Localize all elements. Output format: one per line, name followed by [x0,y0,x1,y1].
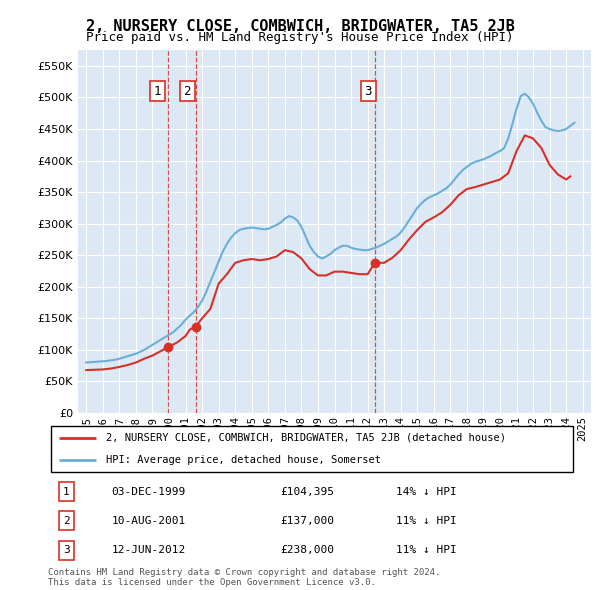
Text: 3: 3 [63,545,70,555]
Text: £104,395: £104,395 [280,487,334,497]
Text: HPI: Average price, detached house, Somerset: HPI: Average price, detached house, Some… [106,455,381,466]
Text: Price paid vs. HM Land Registry's House Price Index (HPI): Price paid vs. HM Land Registry's House … [86,31,514,44]
Text: 1: 1 [154,85,161,98]
Text: 2, NURSERY CLOSE, COMBWICH, BRIDGWATER, TA5 2JB: 2, NURSERY CLOSE, COMBWICH, BRIDGWATER, … [86,19,514,34]
Text: 2: 2 [63,516,70,526]
Text: Contains HM Land Registry data © Crown copyright and database right 2024.: Contains HM Land Registry data © Crown c… [48,568,440,576]
Text: 2, NURSERY CLOSE, COMBWICH, BRIDGWATER, TA5 2JB (detached house): 2, NURSERY CLOSE, COMBWICH, BRIDGWATER, … [106,432,506,442]
Text: 12-JUN-2012: 12-JUN-2012 [112,545,185,555]
Text: 3: 3 [365,85,372,98]
Text: 1: 1 [63,487,70,497]
Text: £137,000: £137,000 [280,516,334,526]
FancyBboxPatch shape [50,425,574,473]
Text: 11% ↓ HPI: 11% ↓ HPI [397,516,457,526]
Text: 11% ↓ HPI: 11% ↓ HPI [397,545,457,555]
Text: 03-DEC-1999: 03-DEC-1999 [112,487,185,497]
Text: £238,000: £238,000 [280,545,334,555]
Text: 14% ↓ HPI: 14% ↓ HPI [397,487,457,497]
Text: 2: 2 [184,85,191,98]
Text: 10-AUG-2001: 10-AUG-2001 [112,516,185,526]
Text: This data is licensed under the Open Government Licence v3.0.: This data is licensed under the Open Gov… [48,578,376,587]
